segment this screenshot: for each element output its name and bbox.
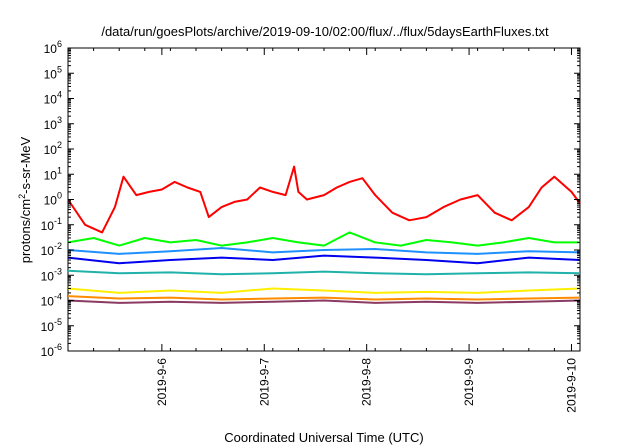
y-tick-base: 10 [41,295,55,309]
y-tick-exp: -1 [54,216,62,226]
series-line-3 [67,254,581,265]
y-tick-label: 10-3 [41,266,62,283]
y-axis: 10-610-510-410-310-210-11001011021031041… [41,39,580,359]
chart-title: /data/run/goesPlots/archive/2019-09-10/0… [101,24,549,39]
y-tick-base: 10 [44,42,58,56]
y-tick-base: 10 [44,194,58,208]
x-tick-label: 2019-9-6 [155,358,169,406]
y-tick-exp: 0 [57,191,62,201]
y-tick-label: 10-5 [41,317,62,334]
y-tick-exp: 4 [57,90,62,100]
y-tick-base: 10 [41,269,55,283]
y-axis-label: protons/cm2-s-sr-MeV [17,136,33,263]
series-line-7 [67,295,581,301]
y-tick-base: 10 [41,244,55,258]
y-tick-exp: -2 [54,241,62,251]
series-line-2 [67,231,580,247]
x-tick-label: 2019-9-9 [462,358,476,406]
series-line-4 [67,247,581,255]
y-tick-exp: 2 [57,140,62,150]
y-tick-label: 101 [44,165,62,182]
series-layer [67,165,581,304]
y-tick-base: 10 [44,168,58,182]
y-tick-label: 103 [44,115,62,132]
y-axis-label-sup: 2 [17,194,27,199]
plot-frame [67,47,581,352]
y-tick-exp: 6 [57,39,62,49]
x-axis: 2019-9-6 2019-9-7 2019-9-8 2019-9-9 2019-9-1… [67,48,581,413]
series-line-8 [67,299,581,304]
y-tick-label: 10-1 [41,216,62,233]
x-tick-label: 2019-9-8 [360,358,374,406]
y-tick-base: 10 [44,67,58,81]
y-tick-base: 10 [41,219,55,233]
y-tick-label: 100 [44,191,62,208]
y-tick-label: 106 [44,39,62,56]
y-tick-base: 10 [44,93,58,107]
y-tick-label: 102 [44,140,62,157]
y-tick-label: 105 [44,64,62,81]
y-axis-label-pre: protons/cm [18,199,33,263]
y-tick-exp: -3 [54,266,62,276]
series-line-1 [67,165,581,234]
y-tick-base: 10 [44,143,58,157]
y-axis-label-post: -s-sr-MeV [18,136,33,193]
y-tick-base: 10 [44,118,58,132]
y-tick-label: 10-4 [41,292,62,309]
series-line-6 [67,287,581,294]
y-tick-base: 10 [41,320,55,334]
y-tick-exp: -6 [54,342,62,352]
y-tick-label: 104 [44,90,62,107]
y-tick-label: 10-6 [41,342,62,359]
y-tick-exp: 1 [57,165,62,175]
y-tick-exp: 3 [57,115,62,125]
x-axis-label: Coordinated Universal Time (UTC) [224,430,423,445]
y-tick-exp: 5 [57,64,62,74]
y-tick-exp: -4 [54,292,62,302]
y-tick-base: 10 [41,345,55,359]
y-tick-label: 10-2 [41,241,62,258]
series-line-5 [67,269,581,276]
y-tick-exp: -5 [54,317,62,327]
x-tick-label: 2019-9-7 [257,358,271,406]
x-tick-label: 2019-9-10 [564,358,578,413]
